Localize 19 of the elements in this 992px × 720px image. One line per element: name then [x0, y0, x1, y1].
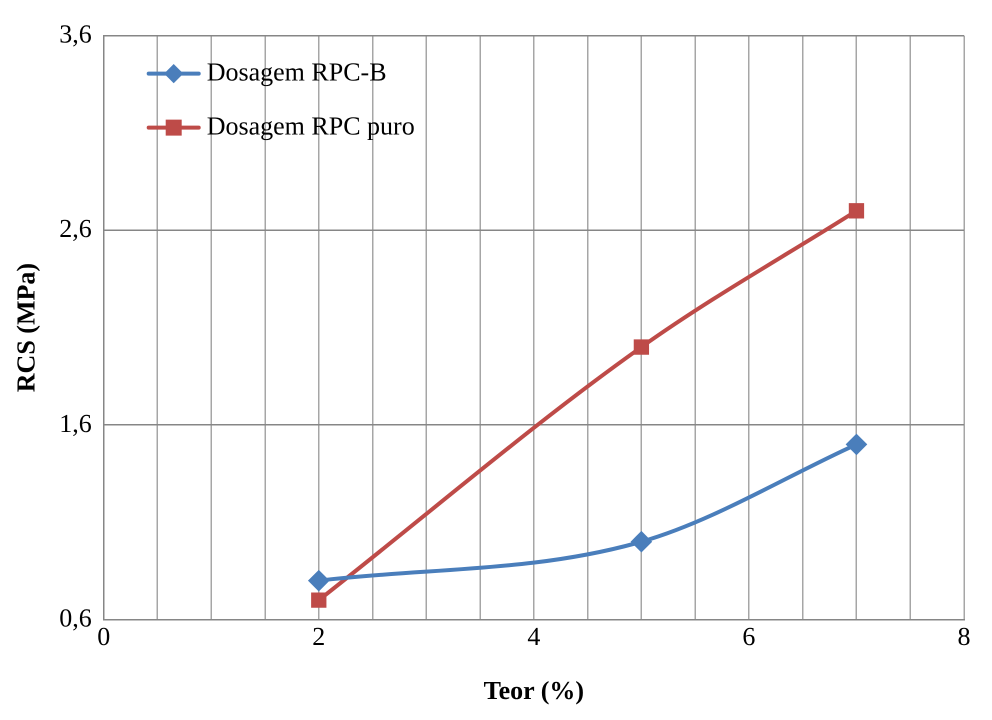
- x-tick-label: 8: [958, 622, 970, 652]
- point: [846, 434, 866, 454]
- point: [634, 339, 650, 355]
- y-axis-title: RCS (MPa): [11, 262, 40, 392]
- legend-label: Dosagem RPC-B: [206, 57, 387, 86]
- y-tick-label: 1,6: [59, 408, 92, 438]
- x-tick-label: 6: [742, 622, 756, 652]
- point: [848, 203, 864, 218]
- point: [311, 592, 326, 608]
- point: [308, 570, 329, 591]
- x-axis-title: Teor (%): [484, 676, 584, 706]
- legend-label: Dosagem RPC puro: [206, 111, 415, 140]
- x-tick-label: 0: [97, 622, 110, 652]
- y-tick-label: 0,6: [59, 603, 92, 632]
- x-tick-label: 4: [527, 622, 540, 652]
- x-tick-label: 2: [312, 622, 326, 652]
- y-tick-label: 3,6: [59, 19, 92, 48]
- point: [631, 532, 652, 552]
- y-tick-label: 2,6: [59, 214, 92, 244]
